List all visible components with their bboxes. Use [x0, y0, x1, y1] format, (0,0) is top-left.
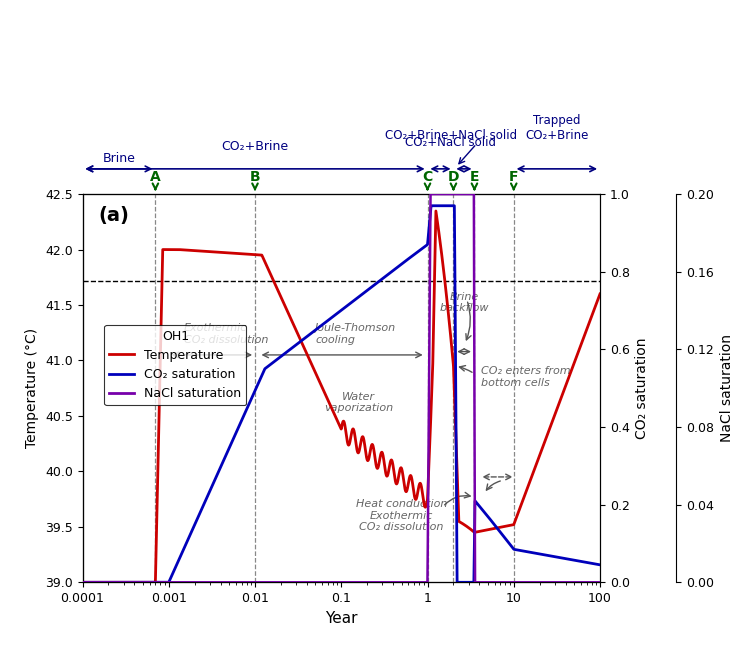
Y-axis label: CO₂ saturation: CO₂ saturation — [635, 338, 650, 439]
Text: F: F — [509, 170, 518, 184]
Text: CO₂+Brine+NaCl solid: CO₂+Brine+NaCl solid — [385, 129, 517, 142]
Text: Exothermic
CO₂ dissolution: Exothermic CO₂ dissolution — [184, 324, 268, 345]
Text: CO₂+NaCl solid: CO₂+NaCl solid — [405, 137, 496, 149]
Y-axis label: Temperature (°C): Temperature (°C) — [26, 328, 39, 448]
Legend: Temperature, CO₂ saturation, NaCl saturation: Temperature, CO₂ saturation, NaCl satura… — [104, 325, 247, 405]
Text: CO₂+Brine: CO₂+Brine — [221, 140, 289, 153]
Y-axis label: NaCl saturation: NaCl saturation — [720, 334, 734, 442]
Text: A: A — [150, 170, 160, 184]
Text: Heat conduction
Exothermic
CO₂ dissolution: Heat conduction Exothermic CO₂ dissoluti… — [356, 499, 447, 532]
Text: Brine: Brine — [103, 152, 136, 165]
Text: E: E — [470, 170, 479, 184]
Text: Trapped
CO₂+Brine: Trapped CO₂+Brine — [525, 114, 589, 142]
Text: (a): (a) — [98, 206, 129, 225]
Text: D: D — [448, 170, 459, 184]
Text: Brine
backflow: Brine backflow — [440, 292, 489, 313]
Text: C: C — [422, 170, 433, 184]
Text: B: B — [250, 170, 260, 184]
Text: CO₂ enters from
bottom cells: CO₂ enters from bottom cells — [482, 366, 571, 388]
Text: Joule-Thomson
cooling: Joule-Thomson cooling — [315, 324, 397, 345]
X-axis label: Year: Year — [325, 611, 358, 626]
Text: Water
vaporization: Water vaporization — [324, 391, 394, 413]
